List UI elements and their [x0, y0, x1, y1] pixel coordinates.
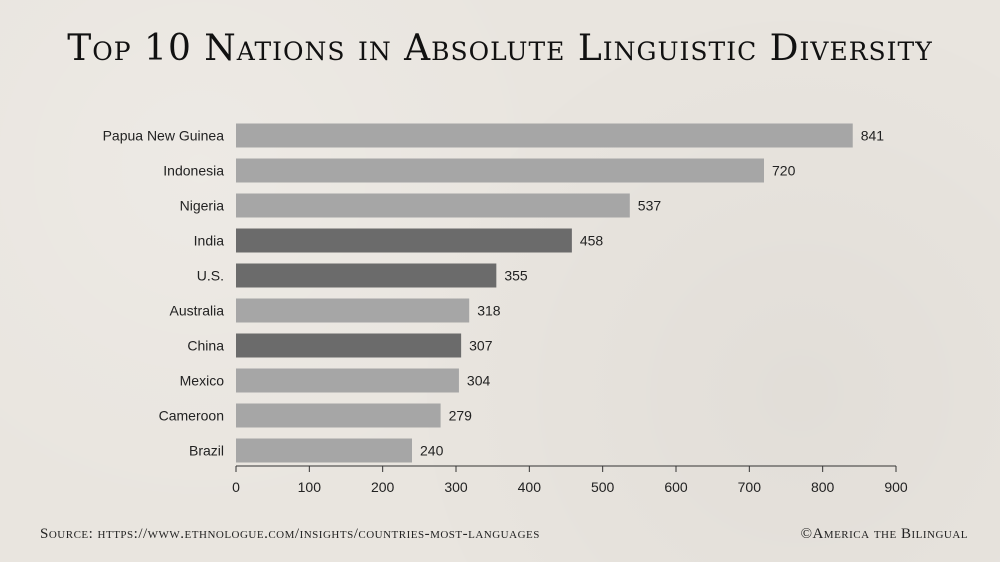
value-label: 720 — [772, 163, 796, 179]
category-label: Cameroon — [159, 408, 224, 424]
source-note: Source: https://www.ethnologue.com/insig… — [40, 526, 540, 542]
bar — [236, 263, 497, 288]
category-label: China — [187, 338, 224, 354]
x-tick-label: 400 — [518, 479, 542, 495]
chart-title: Top 10 Nations in Absolute Linguistic Di… — [67, 28, 933, 69]
bar — [236, 333, 462, 358]
value-label: 318 — [477, 303, 501, 319]
value-label: 304 — [467, 373, 491, 389]
x-tick-label: 800 — [811, 479, 835, 495]
bar — [236, 438, 412, 463]
bar — [236, 193, 630, 218]
x-tick-label: 100 — [298, 479, 322, 495]
x-tick-label: 700 — [738, 479, 762, 495]
value-label: 279 — [449, 408, 473, 424]
category-label: Nigeria — [180, 198, 225, 214]
value-label: 355 — [504, 268, 528, 284]
x-tick-label: 500 — [591, 479, 615, 495]
category-label: Papua New Guinea — [103, 128, 225, 144]
bars-group — [236, 123, 853, 463]
bar — [236, 368, 459, 393]
bar — [236, 403, 441, 428]
category-label: India — [194, 233, 225, 249]
value-label: 307 — [469, 338, 493, 354]
value-label: 537 — [638, 198, 662, 214]
x-tick-label: 300 — [444, 479, 468, 495]
value-label: 841 — [861, 128, 885, 144]
bar — [236, 123, 853, 148]
x-tick-label: 0 — [232, 479, 240, 495]
value-label: 458 — [580, 233, 604, 249]
value-labels: 841 720 537 458 355 318 307 304 279 240 — [420, 128, 884, 459]
category-labels: Papua New Guinea Indonesia Nigeria India U.S… — [103, 128, 225, 459]
category-label: Australia — [170, 303, 225, 319]
category-label: U.S. — [197, 268, 224, 284]
bar — [236, 228, 572, 253]
value-label: 240 — [420, 443, 444, 459]
x-tick-label: 600 — [664, 479, 688, 495]
credit-note: ©America the Bilingual — [800, 526, 968, 542]
x-tick-label: 200 — [371, 479, 395, 495]
bar — [236, 298, 470, 323]
x-tick-label: 900 — [884, 479, 908, 495]
category-label: Mexico — [180, 373, 225, 389]
category-label: Indonesia — [163, 163, 224, 179]
x-axis: 0 100 200 300 400 500 600 700 800 900 — [232, 465, 908, 495]
bar — [236, 158, 764, 183]
category-label: Brazil — [189, 443, 224, 459]
